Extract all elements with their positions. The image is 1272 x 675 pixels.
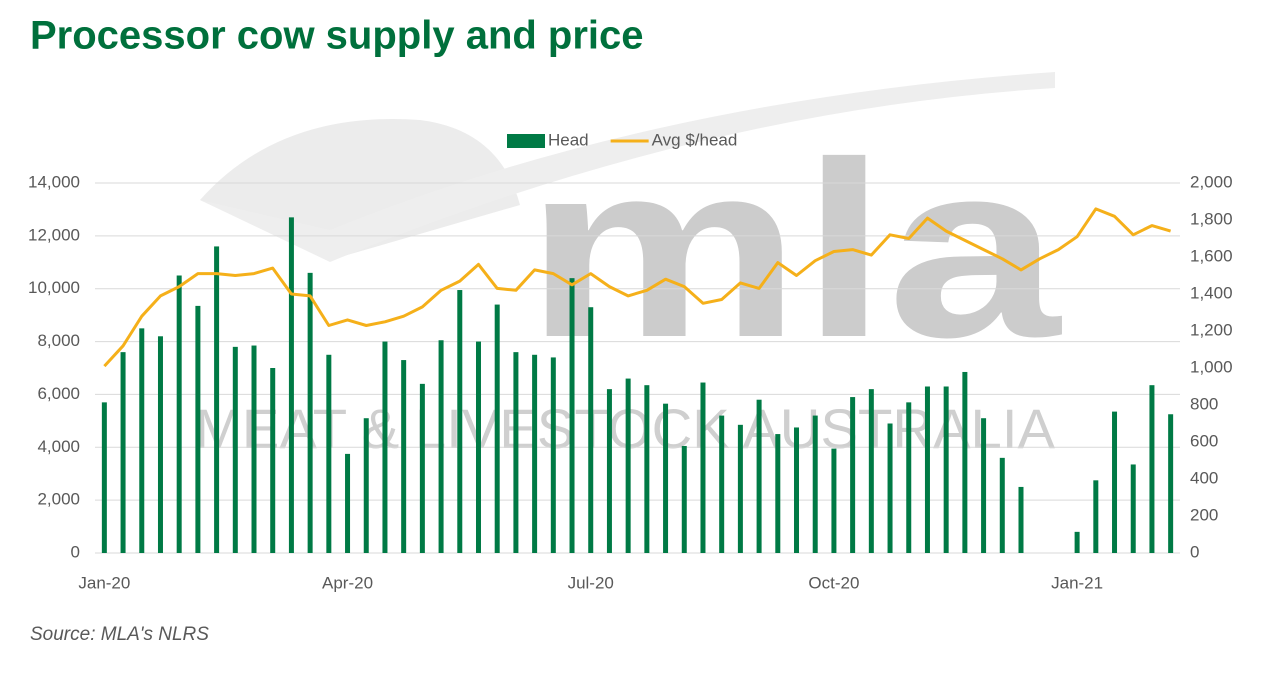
bar <box>363 418 369 553</box>
bar <box>120 352 126 553</box>
y2-tick-label: 600 <box>1190 431 1218 450</box>
chart-title: Processor cow supply and price <box>30 14 644 58</box>
bar <box>550 357 556 553</box>
bar <box>139 328 145 553</box>
y2-tick-label: 1,000 <box>1190 357 1233 376</box>
bar <box>625 378 631 553</box>
y-tick-label: 14,000 <box>28 172 80 191</box>
bar <box>962 371 968 553</box>
bar <box>756 399 762 553</box>
bar <box>307 272 313 553</box>
bar <box>775 434 781 553</box>
bar <box>401 360 407 553</box>
y-tick-label: 12,000 <box>28 225 80 244</box>
bar <box>1093 480 1099 553</box>
y-tick-label: 8,000 <box>37 331 80 350</box>
bar <box>1149 385 1155 553</box>
y2-tick-label: 1,200 <box>1190 320 1233 339</box>
y2-tick-label: 1,400 <box>1190 283 1233 302</box>
bar <box>382 341 388 553</box>
bar <box>251 345 257 553</box>
bar <box>475 341 481 553</box>
source-note: Source: MLA's NLRS <box>30 624 209 645</box>
x-tick-label: Apr-20 <box>322 573 373 592</box>
y-tick-label: 6,000 <box>37 384 80 403</box>
y-tick-label: 4,000 <box>37 437 80 456</box>
bar <box>943 386 949 553</box>
bar <box>326 354 332 553</box>
legend-swatch <box>507 134 545 148</box>
y2-tick-label: 400 <box>1190 468 1218 487</box>
bar <box>494 304 500 553</box>
watermark: mla MEAT & LIVESTOCK AUSTRALIA <box>195 72 1062 460</box>
watermark-text: MEAT & LIVESTOCK AUSTRALIA <box>195 397 1056 460</box>
bar <box>1074 531 1080 553</box>
y2-tick-label: 800 <box>1190 394 1218 413</box>
y-tick-label: 10,000 <box>28 278 80 297</box>
bar <box>906 402 912 553</box>
bar <box>1168 414 1174 553</box>
watermark-swoosh <box>200 72 1055 262</box>
bar <box>999 457 1005 553</box>
y-tick-label: 0 <box>71 542 80 561</box>
x-tick-label: Jan-20 <box>78 573 130 592</box>
x-tick-label: Jan-21 <box>1051 573 1103 592</box>
bar <box>195 305 201 553</box>
legend-label: Avg $/head <box>652 130 738 149</box>
line <box>103 207 1172 368</box>
bar <box>887 423 893 553</box>
bar <box>1130 464 1136 553</box>
bar <box>644 385 650 553</box>
bar <box>924 386 930 553</box>
bar <box>101 402 107 553</box>
bar <box>606 389 612 553</box>
bar <box>513 352 519 553</box>
y-tick-label: 2,000 <box>37 490 80 509</box>
y2-tick-label: 1,800 <box>1190 209 1233 228</box>
bar <box>438 340 444 553</box>
legend-label: Head <box>548 130 589 149</box>
bar <box>532 354 538 553</box>
bar <box>737 424 743 553</box>
bar <box>270 368 276 553</box>
bar <box>457 290 463 553</box>
bar <box>1112 411 1118 553</box>
x-tick-label: Oct-20 <box>808 573 859 592</box>
bar <box>288 217 294 553</box>
bar <box>569 278 575 553</box>
bar <box>232 346 238 553</box>
bar <box>850 397 856 553</box>
x-tick-label: Jul-20 <box>568 573 614 592</box>
bar <box>700 382 706 553</box>
watermark-logo: mla <box>525 110 1062 389</box>
y2-tick-label: 2,000 <box>1190 172 1233 191</box>
bar <box>419 383 425 553</box>
bar <box>157 336 163 553</box>
y2-tick-label: 200 <box>1190 505 1218 524</box>
bar <box>214 246 220 553</box>
bar <box>981 418 987 553</box>
bar <box>345 453 351 553</box>
y2-tick-label: 1,600 <box>1190 246 1233 265</box>
bar <box>663 403 669 553</box>
bar <box>176 275 182 553</box>
bar <box>794 427 800 553</box>
y2-tick-label: 0 <box>1190 542 1199 561</box>
bar <box>681 445 687 553</box>
bar <box>719 415 725 553</box>
bar <box>1018 486 1024 553</box>
bar <box>831 448 837 553</box>
bar <box>868 389 874 553</box>
bar <box>588 307 594 553</box>
bar <box>812 415 818 553</box>
